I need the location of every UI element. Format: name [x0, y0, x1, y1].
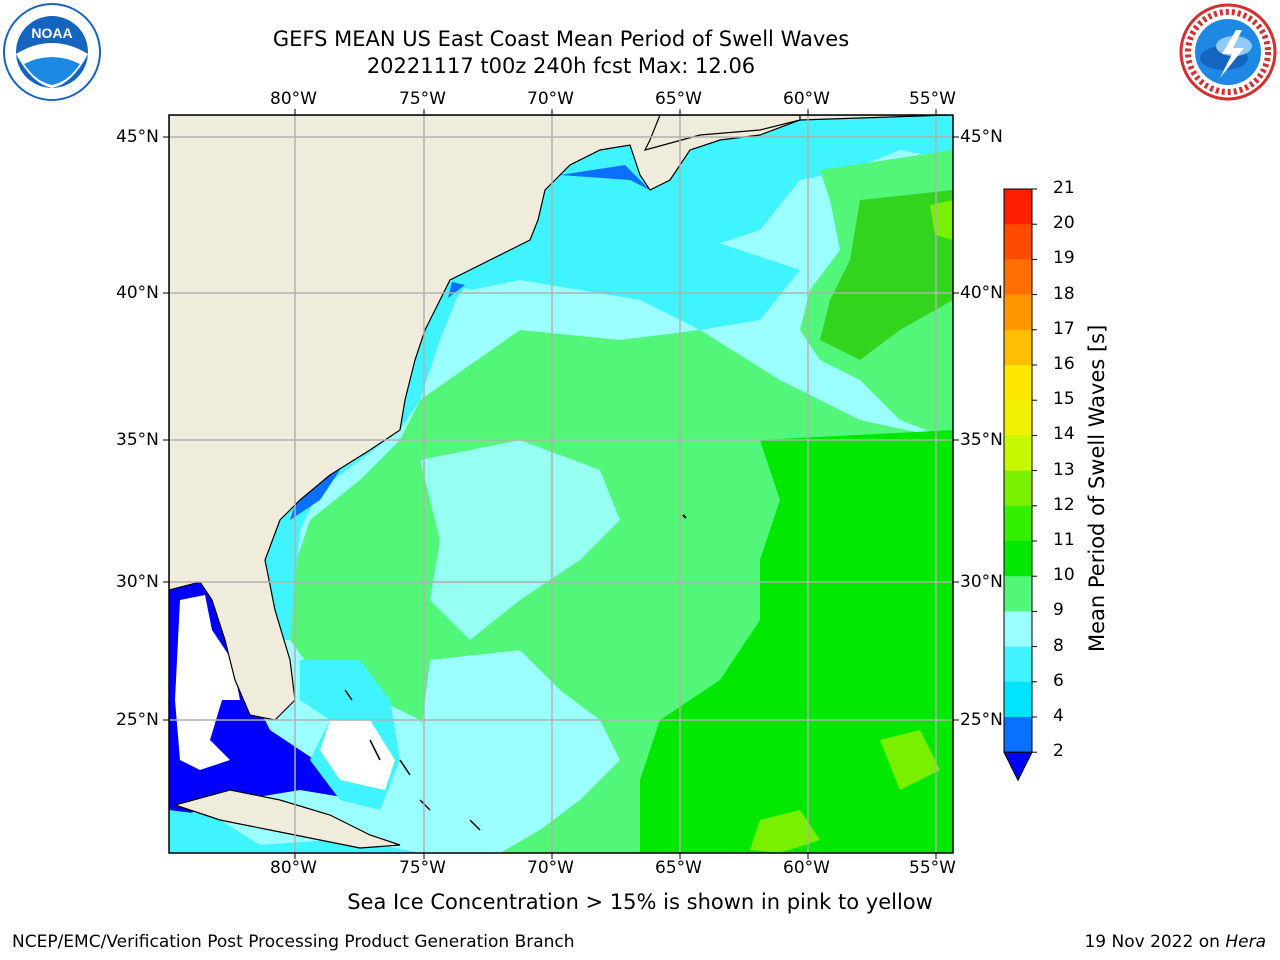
- lat-label-right-40n: 40°N: [960, 283, 1003, 303]
- colorbar-tick-label: 9: [1053, 600, 1064, 621]
- colorbar-box-13-14: [1004, 435, 1032, 472]
- lat-label-left-45n: 45°N: [116, 127, 159, 147]
- swell-field-lightcyan-south: [420, 650, 620, 853]
- lon-label-bottom-55w: 55°W: [909, 858, 956, 878]
- colorbar: [1003, 188, 1037, 782]
- lon-label-top-70w: 70°W: [527, 89, 574, 109]
- lon-label-top-60w: 60°W: [783, 89, 830, 109]
- colorbar-tick-label: 20: [1053, 213, 1075, 234]
- lon-label-bottom-75w: 75°W: [399, 858, 446, 878]
- lon-label-top-80w: 80°W: [270, 89, 317, 109]
- colorbar-box-6-8: [1004, 646, 1032, 683]
- footer-date: 19 Nov 2022 on Hera: [1084, 932, 1266, 952]
- lon-label-top-65w: 65°W: [655, 89, 702, 109]
- swell-field-gulf-white: [175, 595, 240, 770]
- sea-ice-note: Sea Ice Concentration > 15% is shown in …: [0, 890, 1280, 914]
- colorbar-box-15-16: [1004, 365, 1032, 401]
- nws-logo: [1179, 3, 1277, 101]
- land-north-america: [169, 115, 951, 721]
- colorbar-box-16-17: [1004, 329, 1032, 366]
- colorbar-tick-label: 13: [1053, 459, 1075, 480]
- map-grid: [169, 115, 953, 853]
- colorbar-box-18-19: [1004, 259, 1032, 296]
- swell-field-cyan-mid: [450, 190, 800, 330]
- colorbar-box-12-13: [1004, 470, 1032, 507]
- colorbar-tick-label: 6: [1053, 670, 1064, 691]
- colorbar-box-20-21: [1004, 189, 1032, 225]
- colorbar-tick-label: 19: [1053, 248, 1075, 269]
- colorbar-tick-label: 8: [1053, 635, 1064, 656]
- colorbar-label: Mean Period of Swell Waves [s]: [1085, 324, 1109, 652]
- noaa-logo-text: NOAA: [31, 25, 72, 41]
- sea-ice-note-text: Sea Ice Concentration > 15% is shown in …: [347, 890, 933, 914]
- lon-label-bottom-70w: 70°W: [527, 858, 574, 878]
- map-ticks: [163, 109, 959, 859]
- colorbar-box-14-15: [1004, 400, 1032, 436]
- footer-date-text: 19 Nov 2022 on: [1084, 932, 1226, 952]
- lat-label-right-30n: 30°N: [960, 572, 1003, 592]
- map-title: GEFS MEAN US East Coast Mean Period of S…: [272, 27, 850, 51]
- lat-label-right-25n: 25°N: [960, 710, 1003, 730]
- lat-label-right-45n: 45°N: [960, 127, 1003, 147]
- colorbar-box-19-20: [1004, 224, 1032, 260]
- map-subtitle: 20221117 t00z 240h fcst Max: 12.06: [366, 54, 756, 78]
- map-frame: [168, 114, 954, 854]
- land-nova-scotia: [643, 115, 801, 151]
- swell-field-yellowgreen-se: [880, 730, 940, 790]
- swell-field-bright-green-east: [640, 430, 953, 853]
- footer-machine: Hera: [1225, 932, 1266, 952]
- lat-label-right-35n: 35°N: [960, 430, 1003, 450]
- colorbar-tick-label: 21: [1053, 178, 1075, 198]
- colorbar-box-10-11: [1004, 541, 1032, 577]
- noaa-logo: NOAA: [3, 3, 101, 101]
- lon-label-bottom-80w: 80°W: [270, 858, 317, 878]
- lon-label-bottom-60w: 60°W: [783, 858, 830, 878]
- colorbar-tick-label: 14: [1053, 424, 1075, 445]
- land-bahamas-islands: [344, 689, 481, 831]
- colorbar-tick-label: 4: [1053, 706, 1064, 726]
- lat-label-left-30n: 30°N: [116, 572, 159, 592]
- swell-field-yellowgreen-se2: [750, 810, 820, 853]
- colorbar-tick-label: 16: [1053, 354, 1075, 374]
- lat-label-left-40n: 40°N: [116, 283, 159, 303]
- swell-field-lightcyan-lane: [420, 440, 620, 640]
- swell-field-caribbean-light: [220, 820, 330, 845]
- colorbar-tick-label: 12: [1053, 494, 1075, 515]
- colorbar-box-4-6: [1004, 681, 1032, 718]
- footer-credit: NCEP/EMC/Verification Post Processing Pr…: [12, 932, 575, 952]
- swell-field-bright-green-ne: [820, 190, 953, 360]
- colorbar-tick-label: 10: [1053, 565, 1075, 586]
- lat-label-left-35n: 35°N: [116, 430, 159, 450]
- land-bermuda: [682, 514, 687, 519]
- lon-label-top-75w: 75°W: [399, 89, 446, 109]
- colorbar-tick-label: 17: [1053, 318, 1075, 339]
- colorbar-tick-label: 11: [1053, 530, 1075, 550]
- colorbar-under-triangle: [1003, 751, 1033, 782]
- colorbar-box-2-4: [1004, 717, 1032, 753]
- land-cuba: [172, 789, 401, 849]
- colorbar-box-17-18: [1004, 294, 1032, 331]
- colorbar-tick-label: 18: [1053, 283, 1075, 304]
- swell-field-coastal-blue: [290, 165, 650, 520]
- colorbar-tick-label: 15: [1053, 389, 1075, 410]
- swell-field-bahamas-white: [320, 720, 395, 790]
- colorbar-box-11-12: [1004, 505, 1032, 542]
- lon-label-top-55w: 55°W: [909, 89, 956, 109]
- colorbar-tick-label: 2: [1053, 741, 1064, 762]
- lon-label-bottom-65w: 65°W: [655, 858, 702, 878]
- lat-label-left-25n: 25°N: [116, 710, 159, 730]
- colorbar-box-8-9: [1004, 611, 1032, 648]
- colorbar-box-9-10: [1004, 576, 1032, 612]
